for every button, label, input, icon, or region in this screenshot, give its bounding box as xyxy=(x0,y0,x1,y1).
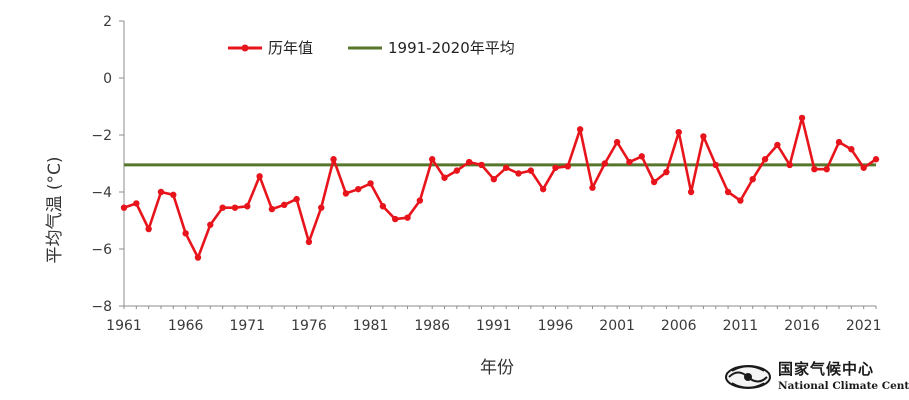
data-point xyxy=(392,215,399,223)
x-axis: 1961 1966 1971 1976 1981 1986 1991 1996 2001 2006… xyxy=(106,305,882,334)
x-tick-label: 2006 xyxy=(661,318,697,334)
data-point xyxy=(207,221,214,228)
data-point xyxy=(860,164,867,171)
data-point xyxy=(848,146,855,153)
data-point xyxy=(453,167,461,174)
data-point xyxy=(774,141,781,149)
data-point xyxy=(576,126,584,133)
data-point xyxy=(749,175,756,183)
data-point xyxy=(798,114,806,122)
data-point xyxy=(194,254,202,261)
data-point xyxy=(663,168,670,176)
data-point xyxy=(613,138,621,146)
data-point xyxy=(786,161,793,169)
x-tick-label: 2016 xyxy=(784,318,820,334)
data-point xyxy=(589,184,596,191)
legend-marker-annual xyxy=(241,44,249,52)
data-point xyxy=(626,158,633,166)
data-point xyxy=(428,156,436,163)
x-tick-label: 1966 xyxy=(168,318,204,334)
x-tick-label: 1961 xyxy=(106,318,142,334)
data-point xyxy=(281,201,288,209)
data-point xyxy=(379,203,387,210)
data-point xyxy=(318,204,325,211)
y-tick-label: 2 xyxy=(103,14,112,30)
data-point xyxy=(490,175,498,183)
ncc-emblem-icon xyxy=(725,365,771,389)
x-tick-label: 2021 xyxy=(846,318,882,334)
y-axis-title: 平均气温 (°C) xyxy=(45,156,65,263)
logo-english-name: National Climate Center xyxy=(778,380,909,392)
data-point xyxy=(761,156,769,163)
x-axis-title: 年份 xyxy=(480,358,514,378)
data-point xyxy=(552,164,559,171)
y-tick-label: −2 xyxy=(91,128,112,144)
x-tick-label: 1996 xyxy=(538,318,574,334)
data-point xyxy=(367,180,374,187)
data-point xyxy=(724,188,732,196)
x-tick-label: 2001 xyxy=(599,318,635,334)
x-tick-label: 1976 xyxy=(291,318,327,334)
data-point xyxy=(515,170,522,177)
data-point xyxy=(170,191,177,199)
series-annual-line xyxy=(123,116,877,259)
data-point xyxy=(256,173,263,180)
data-point xyxy=(835,138,843,146)
data-point xyxy=(823,166,830,173)
data-point xyxy=(133,200,140,207)
x-tick-label: 1986 xyxy=(414,318,450,334)
data-point xyxy=(305,238,313,246)
data-point xyxy=(219,204,226,211)
data-point xyxy=(145,225,152,233)
data-point xyxy=(244,203,251,210)
data-point xyxy=(330,156,337,163)
data-point xyxy=(231,204,239,211)
legend-label-annual: 历年值 xyxy=(268,39,313,57)
data-point xyxy=(120,204,128,211)
logo-chinese-name: 国家气候中心 xyxy=(778,360,874,378)
data-point xyxy=(811,166,818,173)
y-tick-label: −4 xyxy=(91,185,112,201)
data-point xyxy=(416,197,424,204)
data-point xyxy=(539,185,547,193)
data-point xyxy=(465,158,473,166)
data-point xyxy=(687,188,695,196)
data-point xyxy=(601,160,608,167)
data-point xyxy=(638,153,645,160)
data-point xyxy=(268,205,276,213)
data-point xyxy=(675,128,682,136)
x-tick-label: 2011 xyxy=(723,318,759,334)
legend: 历年值 1991-2020年平均 xyxy=(228,39,515,57)
data-point xyxy=(157,188,165,196)
plot-area xyxy=(120,114,880,261)
y-tick-label: −8 xyxy=(91,299,112,315)
data-point xyxy=(478,161,485,169)
data-point xyxy=(527,167,535,174)
x-tick-label: 1971 xyxy=(229,318,265,334)
data-point xyxy=(441,174,448,181)
legend-label-normal: 1991-2020年平均 xyxy=(388,39,515,57)
data-point xyxy=(404,214,411,221)
x-tick-label: 1991 xyxy=(476,318,512,334)
data-point xyxy=(564,163,572,170)
y-axis: 2 0 −2 −4 −6 −8 xyxy=(91,14,125,315)
data-point xyxy=(872,156,880,163)
data-point xyxy=(182,230,189,237)
data-point xyxy=(342,190,350,197)
data-point xyxy=(712,161,719,169)
data-point xyxy=(700,133,707,140)
x-tick-label: 1981 xyxy=(353,318,389,334)
data-point xyxy=(355,185,362,193)
data-point xyxy=(650,178,658,186)
data-point xyxy=(502,164,510,171)
y-tick-label: −6 xyxy=(91,242,112,258)
ncc-logo: 国家气候中心 National Climate Center xyxy=(725,360,909,392)
data-point xyxy=(293,195,300,203)
data-point xyxy=(737,197,744,204)
y-tick-label: 0 xyxy=(103,71,112,87)
